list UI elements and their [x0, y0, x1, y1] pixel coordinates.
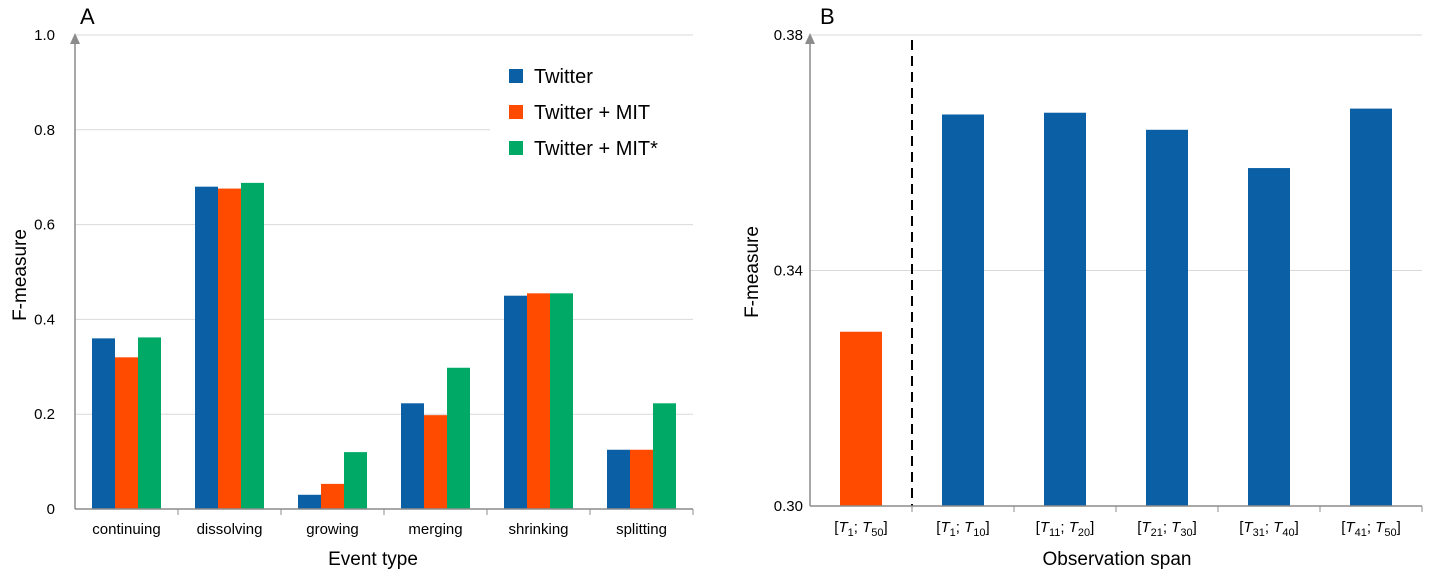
- bar-b-5: [1248, 168, 1290, 506]
- bar-a-continuing-1: [92, 338, 115, 509]
- y-tick-label-a: 0.8: [34, 122, 55, 139]
- x-tick-label-a: growing: [306, 521, 359, 538]
- bars-b: [840, 108, 1392, 506]
- legend-swatch-a: [509, 105, 523, 119]
- y-axis-arrow-a: [70, 33, 80, 44]
- x-tick-label-a: dissolving: [197, 521, 263, 538]
- x-axis-label-b: Observation span: [1043, 549, 1192, 570]
- bars-a: [92, 182, 676, 510]
- bar-a-merging-1: [401, 403, 424, 509]
- x-tick-label-b: [T41; T50]: [1341, 519, 1401, 539]
- y-tick-label-b: 0.30: [774, 498, 803, 515]
- bar-a-growing-2: [321, 483, 344, 509]
- bar-a-dissolving-1: [195, 186, 218, 509]
- grid-b: [810, 34, 1422, 271]
- panel-b: 0.30 0.34 0.38 [T1; T50] [T1; T10] [T11; T20]…: [742, 4, 1423, 570]
- bar-a-growing-3: [344, 452, 367, 509]
- legend-background-a: [490, 57, 695, 172]
- ticks-a: 0 0.2 0.4 0.6 0.8 1.0 continuing dissolving grow…: [34, 27, 667, 538]
- x-tick-label-a: shrinking: [508, 521, 568, 538]
- y-tick-label-b: 0.38: [774, 27, 803, 44]
- x-tick-label-b: [T31; T40]: [1239, 519, 1299, 539]
- axes-b: [805, 33, 1423, 512]
- y-axis-arrow-b: [805, 33, 815, 44]
- legend-swatch-a: [509, 141, 523, 155]
- y-tick-label-a: 0.4: [34, 311, 55, 328]
- panel-b-label: B: [820, 4, 835, 29]
- legend-label-a: Twitter: [534, 66, 593, 88]
- bar-a-splitting-2: [630, 449, 653, 509]
- panel-a: 0 0.2 0.4 0.6 0.8 1.0 continuing dissolving grow…: [10, 4, 695, 570]
- bar-a-merging-2: [424, 415, 447, 509]
- bar-a-merging-3: [447, 367, 470, 509]
- panel-a-label: A: [80, 4, 95, 29]
- y-axis-label-b: F-measure: [742, 226, 763, 318]
- bar-b-3: [1044, 112, 1086, 506]
- bar-a-splitting-3: [653, 403, 676, 509]
- y-tick-label-a: 0.2: [34, 406, 55, 423]
- bar-b-4: [1146, 129, 1188, 506]
- x-tick-label-b: [T21; T30]: [1137, 519, 1197, 539]
- y-tick-label-a: 0.6: [34, 217, 55, 234]
- x-tick-label-a: merging: [408, 521, 462, 538]
- y-tick-label-a: 0: [47, 501, 55, 518]
- y-tick-label-a: 1.0: [34, 27, 55, 44]
- legend-swatch-a: [509, 69, 523, 83]
- bar-a-continuing-2: [115, 357, 138, 509]
- ticks-b: 0.30 0.34 0.38 [T1; T50] [T1; T10] [T11; T20]…: [774, 27, 1401, 539]
- bar-b-6: [1350, 108, 1392, 506]
- x-tick-label-b: [T1; T50]: [834, 519, 887, 539]
- bar-a-growing-1: [298, 494, 321, 509]
- bar-a-dissolving-3: [241, 182, 264, 509]
- bar-b-1: [840, 331, 882, 506]
- x-tick-label-a: splitting: [616, 521, 667, 538]
- bar-a-shrinking-1: [504, 295, 527, 509]
- bar-a-dissolving-2: [218, 188, 241, 510]
- bar-b-2: [942, 114, 984, 506]
- x-tick-label-a: continuing: [92, 521, 160, 538]
- x-axis-label-a: Event type: [328, 549, 418, 570]
- axes-a: [70, 33, 694, 515]
- legend-a: Twitter Twitter + MIT Twitter + MIT*: [490, 57, 695, 172]
- legend-label-a: Twitter + MIT: [534, 102, 650, 124]
- legend-label-a: Twitter + MIT*: [534, 138, 658, 160]
- bar-a-shrinking-3: [550, 293, 573, 509]
- x-tick-label-b: [T1; T10]: [936, 519, 989, 539]
- bar-a-continuing-3: [138, 337, 161, 509]
- y-axis-label-a: F-measure: [10, 229, 31, 321]
- y-tick-label-b: 0.34: [774, 263, 803, 280]
- bar-a-shrinking-2: [527, 293, 550, 509]
- x-tick-label-b: [T11; T20]: [1036, 519, 1095, 539]
- bar-a-splitting-1: [607, 449, 630, 509]
